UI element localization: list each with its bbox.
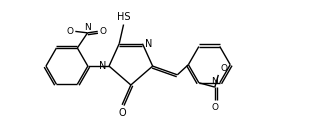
Text: O: O	[100, 27, 107, 36]
Text: O: O	[118, 108, 126, 118]
Text: O: O	[220, 64, 227, 73]
Text: O: O	[66, 27, 73, 36]
Text: N: N	[145, 39, 153, 49]
Text: O: O	[211, 103, 218, 112]
Text: N: N	[99, 61, 106, 71]
Text: HS: HS	[117, 12, 130, 22]
Text: N: N	[211, 77, 218, 86]
Text: N: N	[84, 23, 91, 32]
